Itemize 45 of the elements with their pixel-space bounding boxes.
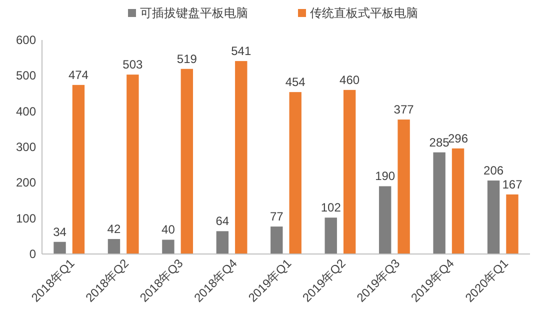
- data-label: 167: [502, 177, 523, 192]
- bar: [235, 61, 248, 254]
- bar: [270, 226, 283, 254]
- bar: [398, 120, 410, 254]
- y-tick-label: 400: [16, 104, 36, 118]
- y-tick-label: 0: [29, 247, 36, 261]
- y-tick-label: 200: [16, 176, 36, 190]
- bar: [180, 68, 194, 254]
- bar: [506, 194, 518, 254]
- data-label: 190: [375, 169, 396, 184]
- data-label: 102: [320, 200, 342, 215]
- legend-label: 可插拔键盘平板电脑: [140, 6, 248, 20]
- bar: [72, 84, 85, 254]
- y-tick-label: 100: [16, 211, 36, 226]
- data-label: 474: [68, 68, 89, 82]
- bar: [289, 92, 302, 254]
- bar: [378, 186, 392, 254]
- data-label: 460: [340, 72, 360, 87]
- y-tick-label: 500: [16, 68, 36, 83]
- data-label: 285: [429, 135, 450, 150]
- bar: [216, 231, 229, 254]
- data-label: 206: [484, 164, 504, 178]
- bar: [108, 239, 120, 254]
- bar: [324, 218, 337, 254]
- data-label: 377: [394, 102, 414, 117]
- data-label: 503: [122, 58, 144, 72]
- bar: [487, 180, 500, 254]
- data-label: 454: [285, 75, 306, 90]
- data-label: 40: [162, 222, 176, 237]
- data-label: 541: [231, 44, 252, 58]
- data-label: 64: [216, 214, 230, 228]
- y-tick-label: 300: [16, 140, 36, 154]
- data-label: 296: [448, 131, 468, 146]
- data-label: 34: [53, 224, 67, 239]
- data-label: 42: [107, 222, 121, 236]
- legend-label: 传统直板式平板电脑: [310, 6, 418, 20]
- data-label: 77: [270, 210, 284, 224]
- bar: [54, 242, 66, 254]
- data-label: 519: [176, 52, 198, 66]
- y-tick-label: 600: [16, 33, 36, 47]
- bar: [162, 240, 174, 254]
- bar: [452, 148, 464, 254]
- bar: [126, 74, 139, 254]
- bar: [343, 90, 356, 254]
- bar: [433, 152, 446, 254]
